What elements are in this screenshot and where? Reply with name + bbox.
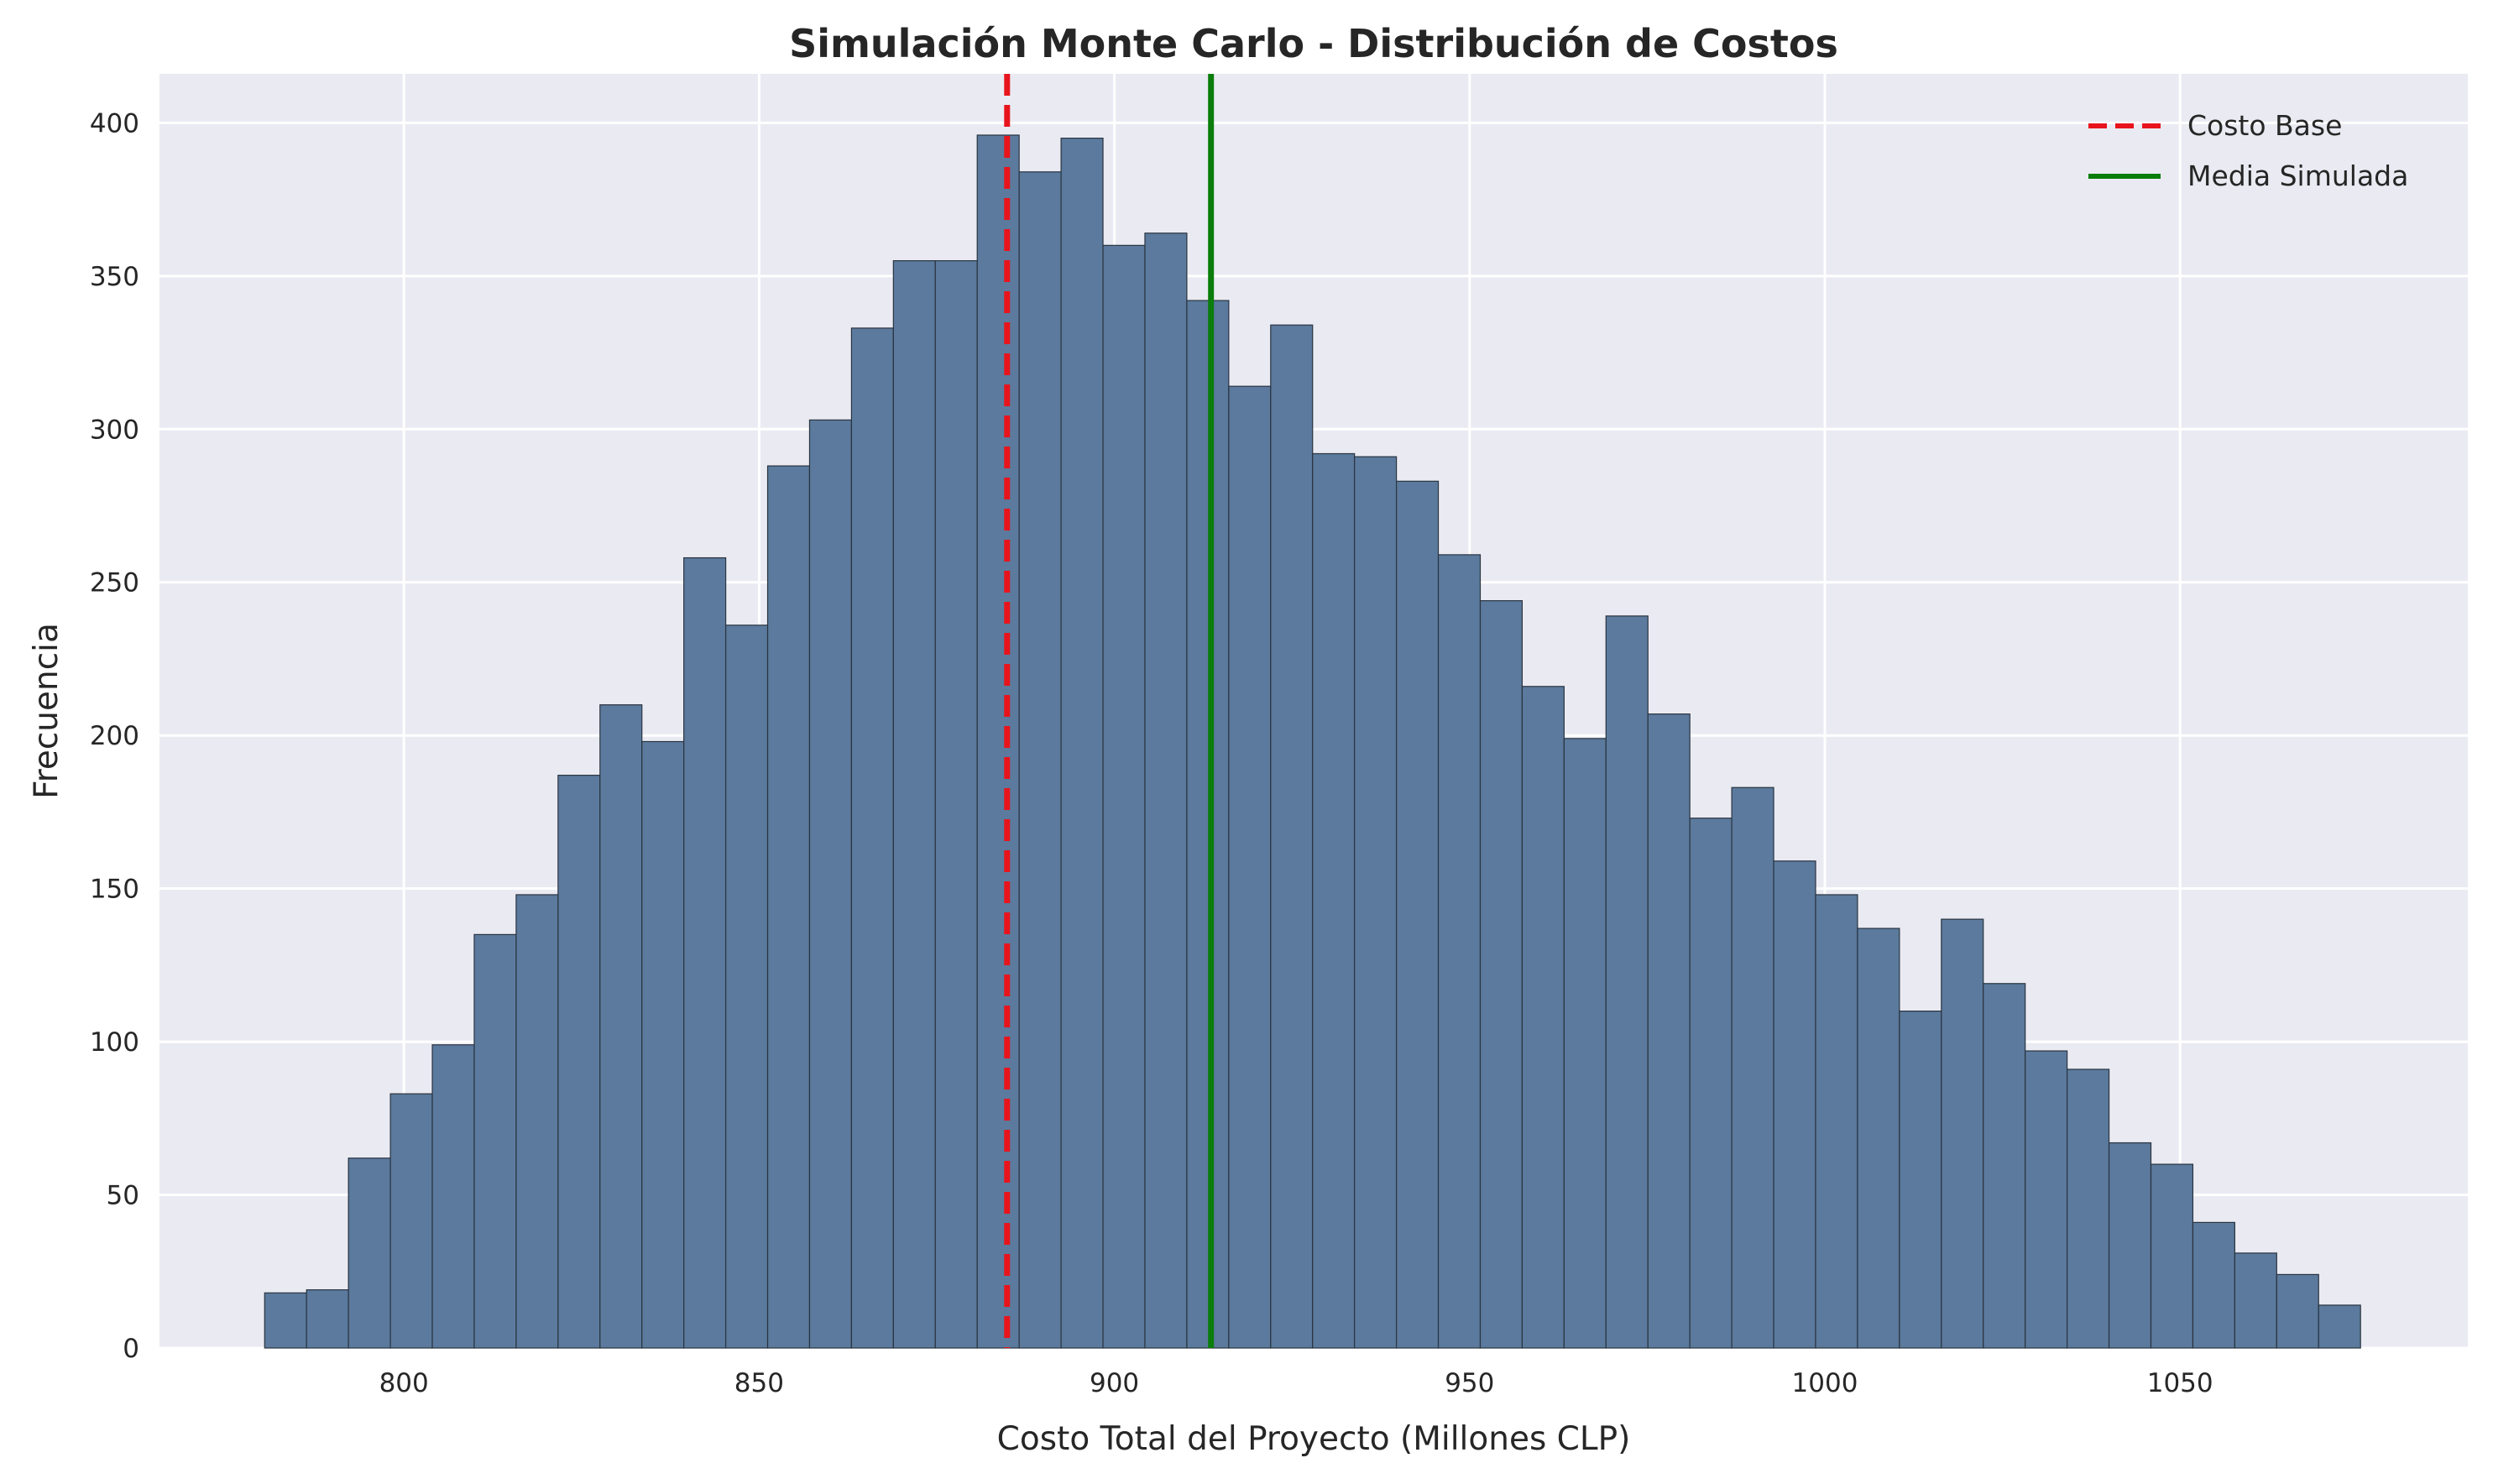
y-tick-label: 200: [90, 721, 139, 751]
histogram-bar: [2025, 1050, 2068, 1349]
histogram-bar: [1605, 615, 1649, 1349]
histogram-bar: [1479, 600, 1524, 1349]
y-tick-label: 400: [90, 108, 139, 138]
histogram-bar: [1647, 713, 1691, 1349]
histogram-bar: [2318, 1304, 2361, 1349]
y-tick-label: 100: [90, 1027, 139, 1058]
histogram-bar: [1312, 452, 1356, 1349]
y-axis-label: Frecuencia: [28, 623, 65, 799]
chart-title: Simulación Monte Carlo - Distribución de…: [789, 21, 1838, 66]
histogram-bar: [1857, 928, 1900, 1349]
histogram-bar: [808, 419, 853, 1349]
histogram-bar: [2234, 1252, 2277, 1349]
histogram-bar: [348, 1157, 391, 1349]
histogram-bar: [1563, 738, 1607, 1349]
histogram-bar: [976, 134, 1020, 1349]
histogram-bar: [1731, 786, 1774, 1349]
x-tick-label: 1000: [1792, 1368, 1858, 1398]
histogram-bar: [1102, 244, 1146, 1349]
histogram-bar: [641, 740, 685, 1349]
histogram-bar: [1018, 171, 1062, 1349]
legend: Costo Base Media Simulada: [2088, 109, 2408, 192]
histogram-bar: [1773, 860, 1816, 1349]
histogram-bar: [1144, 233, 1188, 1349]
histogram-bar: [2276, 1273, 2319, 1349]
y-tick-label: 150: [90, 875, 139, 905]
y-tick-label: 350: [90, 262, 139, 292]
histogram-bar: [934, 259, 978, 1349]
histogram-bar: [766, 465, 811, 1349]
histogram-bar: [683, 556, 727, 1349]
x-axis-ticks: 800 850 900 950 1000 1050: [379, 1368, 2213, 1398]
histogram-bar: [1983, 983, 2026, 1349]
histogram-bar: [557, 775, 601, 1349]
histogram-bar: [2150, 1163, 2194, 1349]
histogram-bar: [473, 933, 517, 1349]
histogram-bar: [431, 1044, 475, 1349]
histogram-bar: [850, 327, 894, 1349]
y-tick-label: 250: [90, 568, 139, 598]
x-tick-label: 1050: [2147, 1368, 2213, 1398]
histogram-bar: [1228, 385, 1272, 1349]
histogram-bar: [1899, 1011, 1942, 1349]
histogram-bar: [1437, 554, 1482, 1349]
histogram-bar: [1815, 894, 1858, 1349]
histogram-bar: [1354, 456, 1398, 1349]
histogram-bar: [724, 624, 769, 1349]
x-tick-label: 900: [1090, 1368, 1139, 1398]
histogram-bar: [1270, 324, 1314, 1349]
legend-label-costo-base: Costo Base: [2187, 109, 2342, 142]
histogram-bar: [1941, 918, 1984, 1349]
histogram-bar: [1186, 300, 1230, 1349]
histogram-bar: [1396, 480, 1440, 1349]
histogram-bar: [515, 894, 559, 1349]
x-tick-label: 850: [734, 1368, 784, 1398]
histogram-bar: [599, 704, 643, 1349]
histogram-bars: [264, 134, 2361, 1349]
histogram-bar: [389, 1093, 433, 1349]
histogram-bar: [1689, 818, 1733, 1349]
histogram-bar: [2192, 1221, 2235, 1349]
x-tick-label: 800: [379, 1368, 429, 1398]
y-tick-label: 0: [123, 1334, 139, 1364]
x-tick-label: 950: [1445, 1368, 1494, 1398]
histogram-bar: [1521, 686, 1565, 1349]
y-tick-label: 300: [90, 415, 139, 445]
histogram-bar: [2108, 1142, 2152, 1349]
x-axis-label: Costo Total del Proyecto (Millones CLP): [997, 1420, 1631, 1458]
histogram-bar: [1060, 138, 1104, 1349]
legend-label-media-simulada: Media Simulada: [2187, 159, 2408, 192]
histogram-bar: [2067, 1069, 2110, 1349]
histogram-bar: [892, 259, 936, 1349]
reference-lines: [1004, 74, 1215, 1348]
histogram-bar: [306, 1289, 349, 1349]
y-axis-ticks: 0 50 100 150 200 250 300 350 400: [90, 108, 139, 1364]
histogram-bar: [264, 1292, 307, 1349]
y-tick-label: 50: [107, 1181, 139, 1211]
